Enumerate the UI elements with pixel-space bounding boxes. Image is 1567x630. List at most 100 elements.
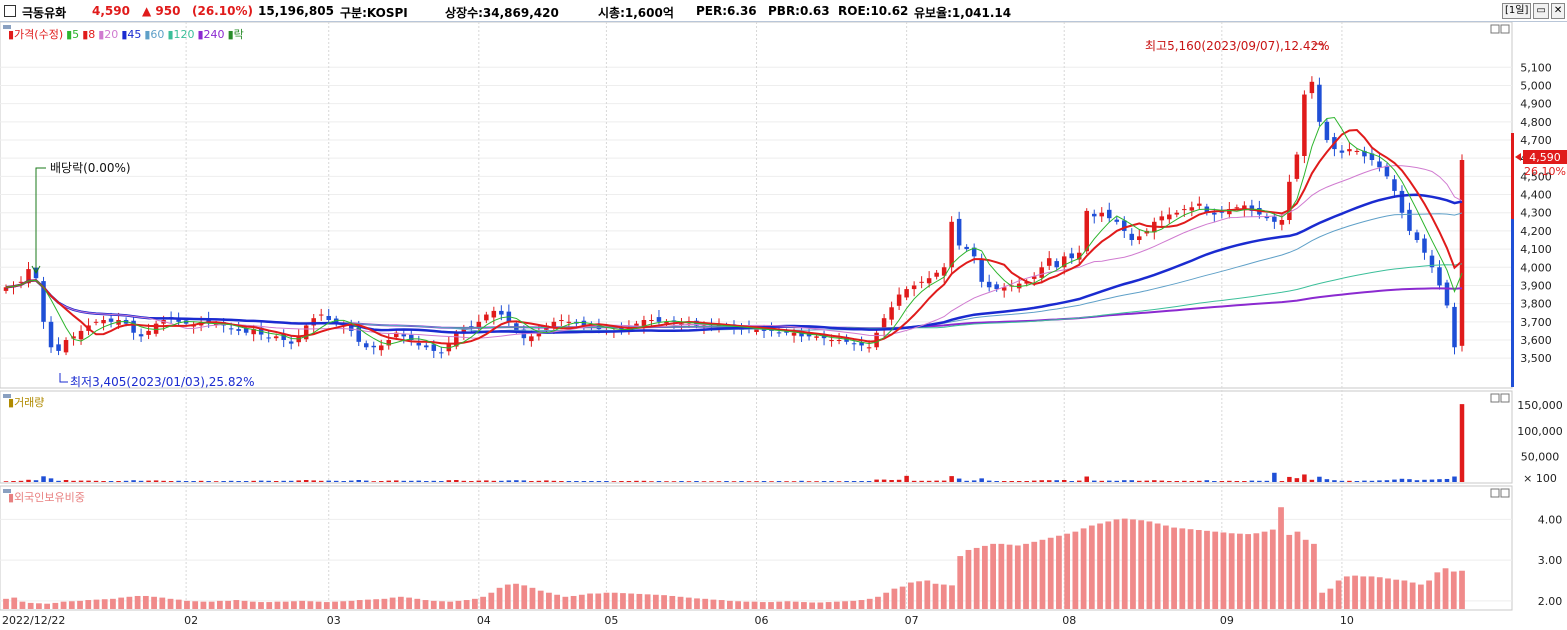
foreign-bar xyxy=(702,598,709,609)
candle xyxy=(1189,207,1195,211)
foreign-bar xyxy=(101,599,108,609)
volume-close-icon[interactable] xyxy=(1500,393,1510,403)
ma-line-45 xyxy=(5,193,1463,334)
volume-bar xyxy=(574,481,579,482)
foreign-bar xyxy=(916,581,922,609)
volume-bar xyxy=(461,480,467,482)
candle xyxy=(1046,258,1052,266)
foreign-panel xyxy=(0,485,1513,611)
foreign-bar xyxy=(949,585,955,609)
volume-bar xyxy=(806,481,812,482)
legend-item-2[interactable]: ▮8 xyxy=(82,28,96,41)
candle xyxy=(71,336,76,339)
volume-bar xyxy=(1024,481,1029,482)
volume-legend: ▮거래량 xyxy=(8,396,45,409)
stock-name[interactable]: 극동유화 xyxy=(22,6,67,20)
foreign-bar xyxy=(1376,577,1383,609)
volume-bar xyxy=(536,480,542,482)
candle xyxy=(1167,214,1172,220)
volume-bar xyxy=(784,481,789,482)
candle xyxy=(1437,267,1442,286)
volume-bar xyxy=(1152,480,1157,482)
legend-item-1[interactable]: ▮5 xyxy=(66,28,80,41)
candle xyxy=(78,330,84,340)
volume-bar xyxy=(236,481,241,482)
volume-bar xyxy=(1369,480,1375,482)
legend-item-7[interactable]: ▮240 xyxy=(197,28,225,41)
foreign-bar xyxy=(578,594,585,609)
volume-bar xyxy=(499,480,504,482)
candle xyxy=(806,333,812,337)
foreign-bar xyxy=(1072,531,1079,609)
foreign-bar xyxy=(1360,576,1367,609)
foreign-bar xyxy=(677,596,684,609)
stock-chart[interactable]: 5,1005,0004,9004,8004,7004,6004,5004,400… xyxy=(0,22,1567,630)
low-annotation: 최저3,405(2023/01/03),25.82% xyxy=(59,373,255,389)
candle xyxy=(1084,210,1089,252)
volume-bar xyxy=(979,478,984,482)
volume-bar xyxy=(1114,480,1120,482)
foreign-bar xyxy=(1228,533,1235,609)
foreign-close-icon[interactable] xyxy=(1500,488,1510,498)
legend-item-8[interactable]: ▮락 xyxy=(227,28,244,41)
volume-bar xyxy=(281,480,286,482)
volume-bar xyxy=(93,480,99,482)
x-tick-label: 09 xyxy=(1220,614,1234,627)
volume-legend-label: 거래량 xyxy=(14,396,45,409)
volume-menu-icon[interactable] xyxy=(3,394,11,398)
foreign-bar xyxy=(19,601,26,609)
legend-item-0[interactable]: ▮가격(수정) xyxy=(8,28,64,41)
legend-item-6[interactable]: ▮120 xyxy=(167,28,195,41)
volume-bar xyxy=(739,481,744,482)
price-tick-label: 4,000 xyxy=(1520,261,1552,274)
select-checkbox[interactable] xyxy=(4,5,16,17)
high-annotation: 최고5,160(2023/09/07),12.42% xyxy=(1145,39,1330,53)
foreign-bar xyxy=(1064,533,1071,609)
legend-item-5[interactable]: ▮60 xyxy=(144,28,165,41)
candle xyxy=(439,352,444,354)
foreign-bar xyxy=(356,600,363,609)
volume-bar xyxy=(221,481,226,482)
foreign-bar xyxy=(792,601,799,609)
panel-menu-icon[interactable] xyxy=(3,25,11,29)
foreign-bar xyxy=(603,592,610,609)
foreign-bar xyxy=(858,600,865,609)
volume-bar xyxy=(56,480,61,482)
volume-bar xyxy=(341,481,346,482)
candle xyxy=(1324,121,1330,140)
candle xyxy=(979,259,984,282)
foreign-minimize-icon[interactable] xyxy=(1490,488,1500,498)
volume-bar xyxy=(941,480,947,482)
panel-minimize-icon[interactable] xyxy=(1490,24,1500,34)
candle xyxy=(48,321,54,348)
volume-bar xyxy=(799,480,804,482)
foreign-bar xyxy=(249,601,256,609)
volume-bar xyxy=(26,479,31,482)
foreign-bar xyxy=(1409,582,1416,609)
period-button[interactable]: [1일] xyxy=(1502,3,1532,19)
minimize-icon[interactable]: ▭ xyxy=(1533,3,1549,19)
legend-item-4[interactable]: ▮45 xyxy=(121,28,142,41)
candle xyxy=(251,329,256,335)
scroll-indicator[interactable] xyxy=(1511,133,1514,387)
volume-bar xyxy=(709,481,714,482)
candle xyxy=(1362,150,1367,157)
market-cap: 시총:1,600억 xyxy=(598,6,674,20)
panel-close-icon[interactable] xyxy=(1500,24,1510,34)
foreign-bar xyxy=(1261,531,1268,609)
foreign-bar xyxy=(1278,507,1284,609)
foreign-bar xyxy=(208,601,215,609)
x-tick-label: 08 xyxy=(1062,614,1076,627)
foreign-menu-icon[interactable] xyxy=(3,489,11,493)
legend-item-3[interactable]: ▮20 xyxy=(98,28,119,41)
close-icon[interactable]: ✕ xyxy=(1550,3,1566,19)
candle xyxy=(18,281,24,283)
candle xyxy=(56,344,61,351)
candle xyxy=(866,347,872,349)
volume-bar xyxy=(844,481,849,482)
candle xyxy=(551,321,557,327)
foreign-bar xyxy=(784,601,791,609)
volume-minimize-icon[interactable] xyxy=(1490,393,1500,403)
volume-bar xyxy=(964,480,969,482)
foreign-bar xyxy=(620,593,626,609)
